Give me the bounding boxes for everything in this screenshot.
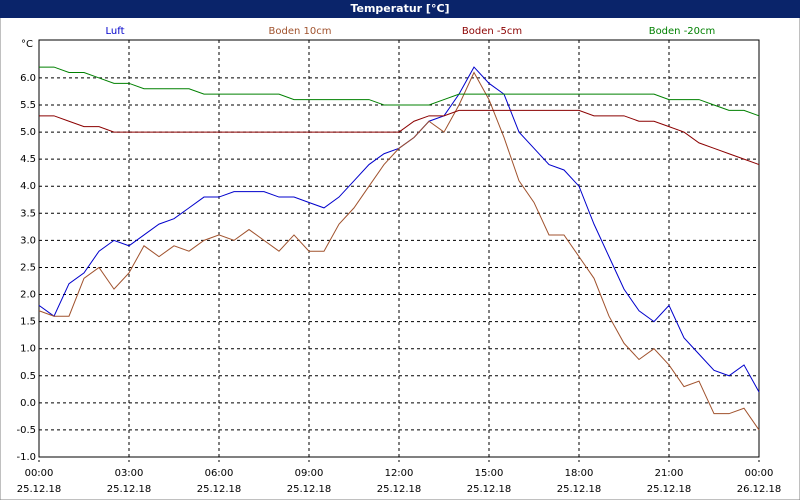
x-tick-date: 25.12.18 (377, 484, 422, 495)
series-line (39, 66, 760, 117)
x-tick-label: 18:00 (565, 468, 594, 479)
y-tick-label: 5.5 (20, 100, 36, 111)
chart-title: Temperatur [°C] (350, 2, 449, 15)
x-tick-date: 25.12.18 (647, 484, 692, 495)
legend-label: Boden -20cm (649, 26, 716, 37)
x-tick-date: 25.12.18 (287, 484, 332, 495)
y-tick-label: 2.0 (20, 290, 36, 301)
x-tick-date: 25.12.18 (197, 484, 242, 495)
x-tick-date: 25.12.18 (17, 484, 62, 495)
legend-label: Boden -5cm (462, 26, 522, 37)
x-tick-label: 06:00 (205, 468, 234, 479)
x-tick-label: 00:00 (745, 468, 774, 479)
y-tick-label: -0.5 (16, 425, 36, 436)
x-tick-date: 26.12.18 (737, 484, 782, 495)
plot-area (38, 39, 760, 458)
y-tick-label: 1.0 (20, 344, 36, 355)
x-tick-label: 12:00 (385, 468, 414, 479)
y-unit: °C (21, 39, 33, 50)
x-tick-label: 09:00 (295, 468, 324, 479)
x-tick-label: 03:00 (115, 468, 144, 479)
y-tick-label: 0.0 (20, 398, 36, 409)
title-bar (0, 0, 800, 18)
x-tick-date: 25.12.18 (557, 484, 602, 495)
y-tick-label: 1.5 (20, 317, 36, 328)
series-line (38, 71, 760, 431)
x-tick-date: 25.12.18 (467, 484, 512, 495)
x-tick-label: 21:00 (655, 468, 684, 479)
x-tick-label: 00:00 (25, 468, 54, 479)
y-tick-label: 0.5 (20, 371, 36, 382)
legend-label: Boden 10cm (269, 26, 332, 37)
y-tick-label: 4.5 (20, 154, 36, 165)
y-tick-label: 3.5 (20, 208, 36, 219)
y-tick-label: 4.0 (20, 181, 36, 192)
x-tick-label: 15:00 (475, 468, 504, 479)
legend-label: Luft (106, 26, 125, 37)
y-tick-label: 5.0 (20, 127, 36, 138)
y-tick-label: 3.0 (20, 235, 36, 246)
x-tick-date: 25.12.18 (107, 484, 152, 495)
y-tick-label: 6.0 (20, 73, 36, 84)
y-tick-label: 2.5 (20, 262, 36, 273)
y-tick-label: -1.0 (16, 452, 36, 463)
series-line (39, 109, 760, 166)
